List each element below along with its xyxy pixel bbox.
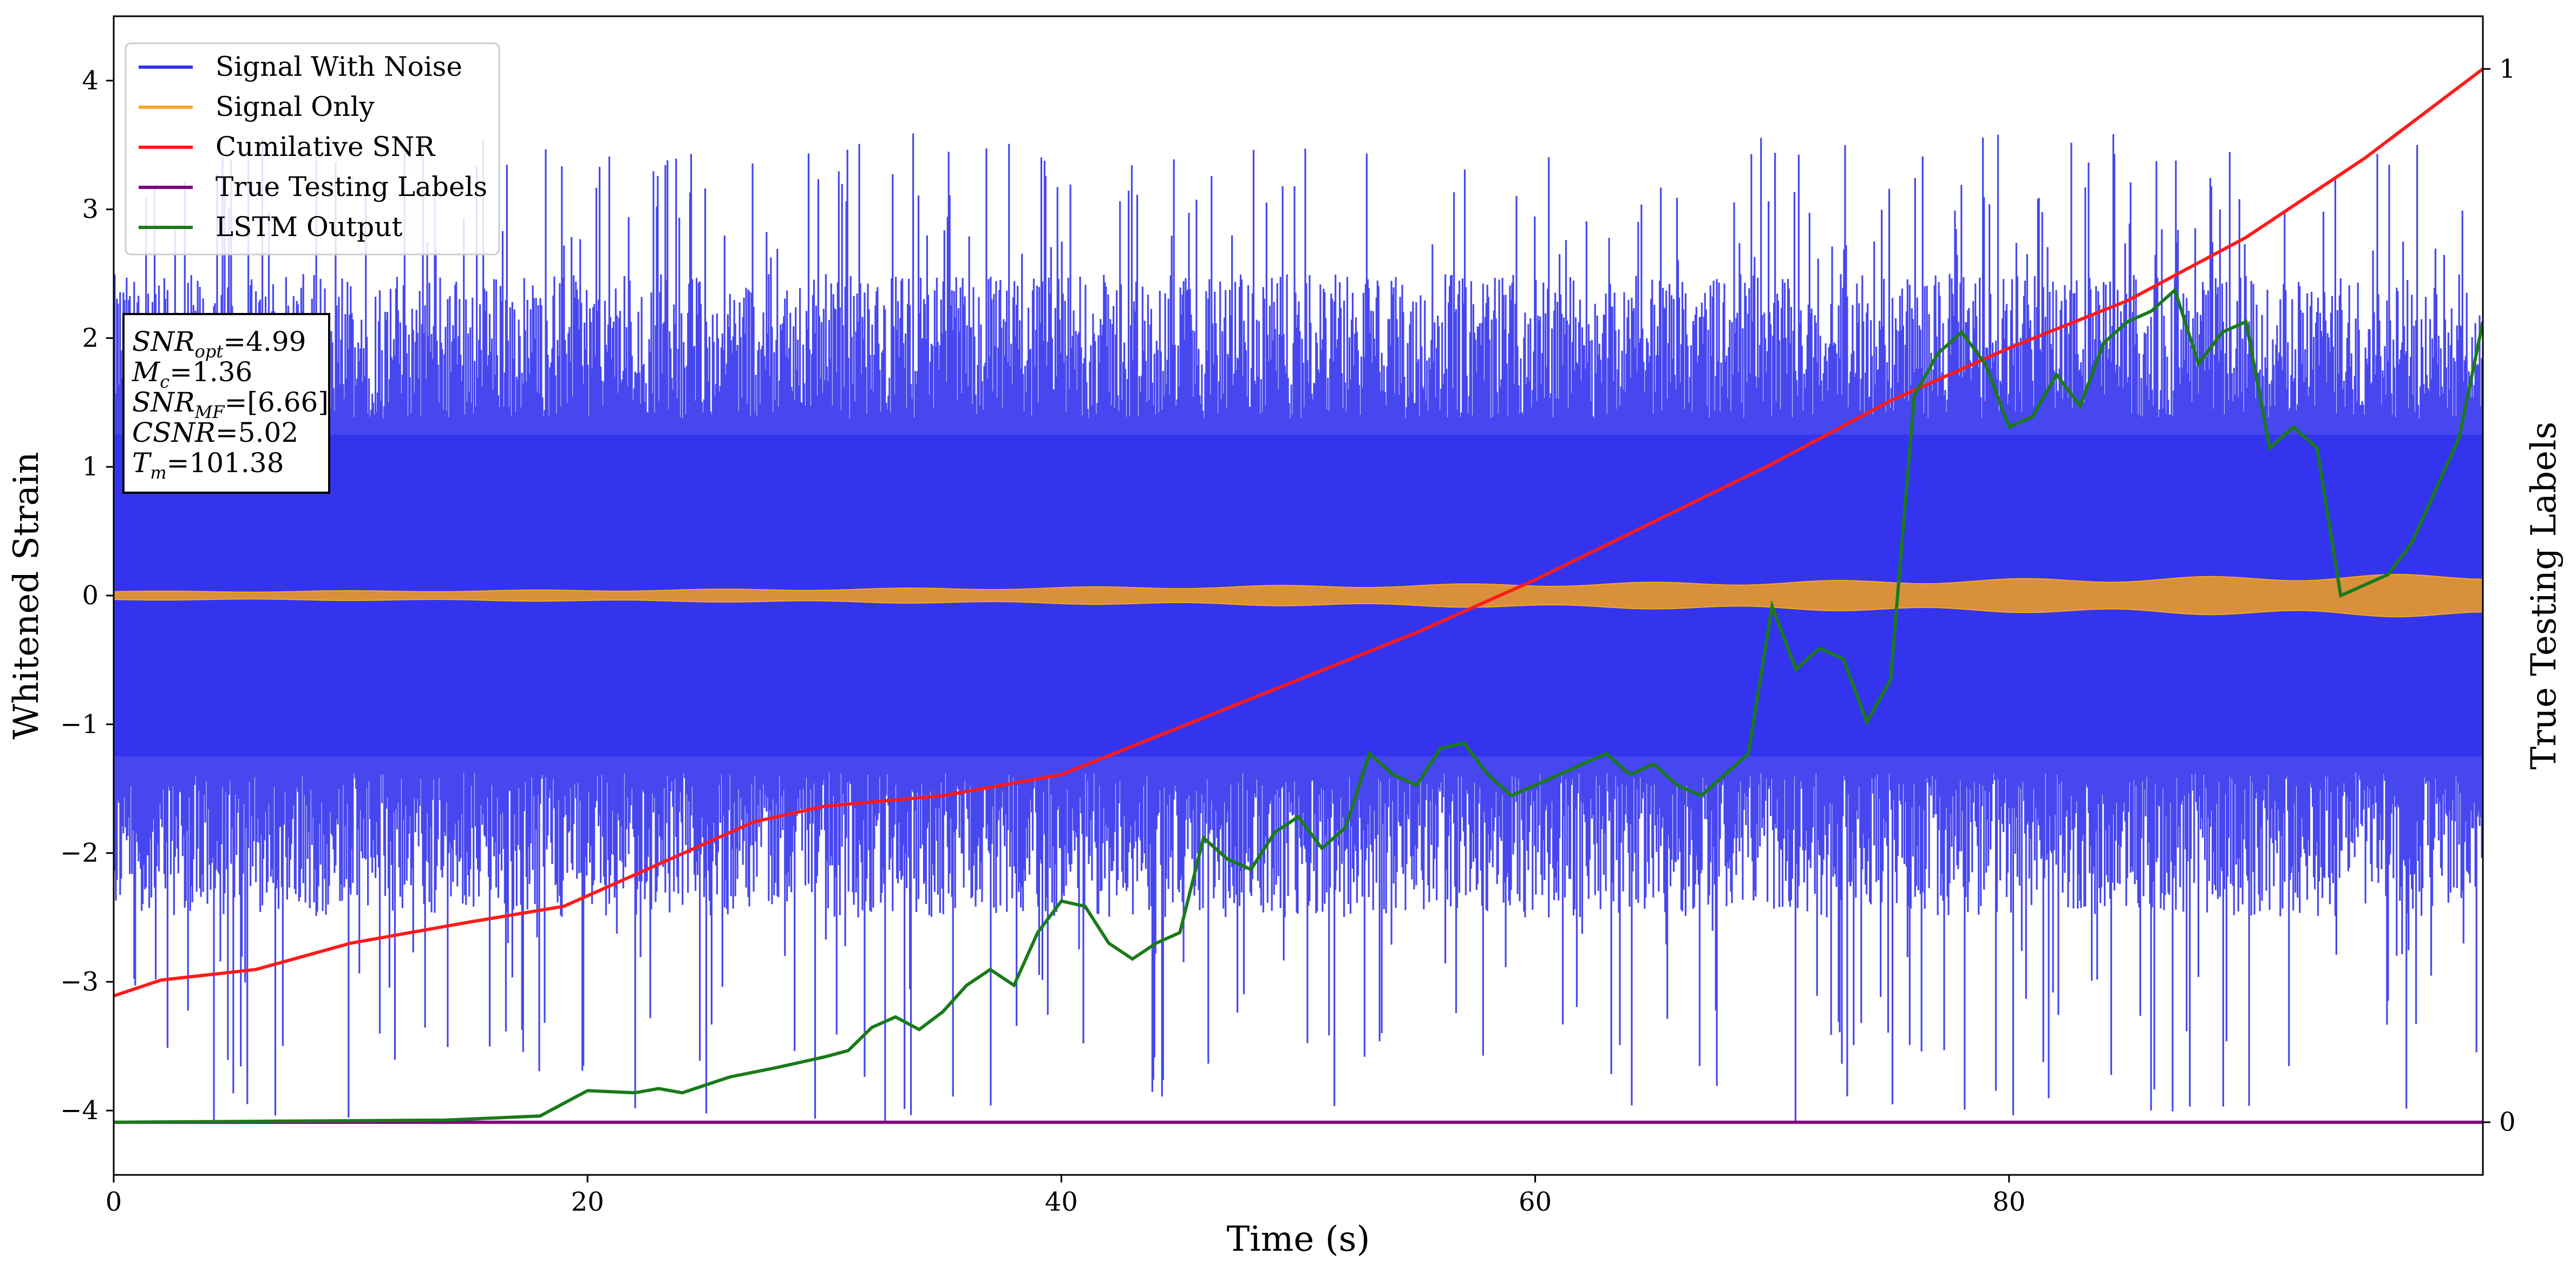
legend: Signal With Noise Signal Only Cumilative S…: [125, 42, 500, 256]
y-tick-label: 1: [82, 452, 99, 482]
x-tick-label: 20: [571, 1187, 604, 1217]
y-tick-label: −4: [60, 1095, 99, 1126]
y-axis-left: −4 −3 −2 −1 0 1 2 3 4: [60, 66, 114, 1126]
y-tick-label: 4: [82, 66, 99, 96]
annotation-line: Tm=101.38: [132, 447, 284, 483]
y-axis-label: Whitened Strain: [6, 452, 47, 739]
y2-tick-label: 0: [2499, 1107, 2516, 1138]
annotation-line: SNRopt=4.99: [132, 326, 306, 362]
lstm-output-line: [114, 287, 2483, 1124]
x-tick-label: 40: [1045, 1187, 1078, 1217]
legend-label: Signal Only: [215, 91, 375, 122]
x-tick-label: 80: [1992, 1187, 2025, 1217]
x-axis: 0 20 40 60 80: [106, 1175, 2025, 1217]
y-tick-label: 0: [82, 580, 99, 611]
annotation-line: Mc=1.36: [132, 356, 252, 392]
legend-label: Cumilative SNR: [215, 131, 435, 162]
y-tick-label: −3: [60, 966, 99, 997]
parameter-annotation-box: SNRopt=4.99Mc=1.36SNRMF=[6.66]CSNR=5.02T…: [122, 313, 330, 494]
plot-area: [114, 67, 2483, 1124]
legend-label: Signal With Noise: [215, 51, 462, 82]
cumulative-snr-line: [114, 67, 2483, 998]
legend-label: LSTM Output: [215, 211, 402, 243]
y-tick-label: 2: [82, 323, 99, 353]
annotation-frame: [122, 313, 330, 494]
signal-only-band: [114, 573, 2483, 618]
y-tick-label: −2: [60, 838, 99, 868]
y-tick-label: −1: [60, 709, 99, 740]
y-tick-label: 3: [82, 194, 99, 225]
y2-tick-label: 1: [2499, 54, 2516, 84]
x-tick-label: 0: [106, 1187, 122, 1217]
signal-only-series: [114, 573, 2483, 618]
legend-frame: [125, 42, 500, 256]
annotation-line: SNRMF=[6.66]: [132, 387, 329, 422]
y-axis-right: 01: [2483, 54, 2516, 1138]
y2-axis-label: True Testing Labels: [2524, 422, 2564, 770]
x-tick-label: 60: [1519, 1187, 1552, 1217]
legend-label: True Testing Labels: [215, 171, 487, 202]
x-axis-label: Time (s): [1227, 1219, 1370, 1259]
annotation-line: CSNR=5.02: [132, 417, 298, 448]
